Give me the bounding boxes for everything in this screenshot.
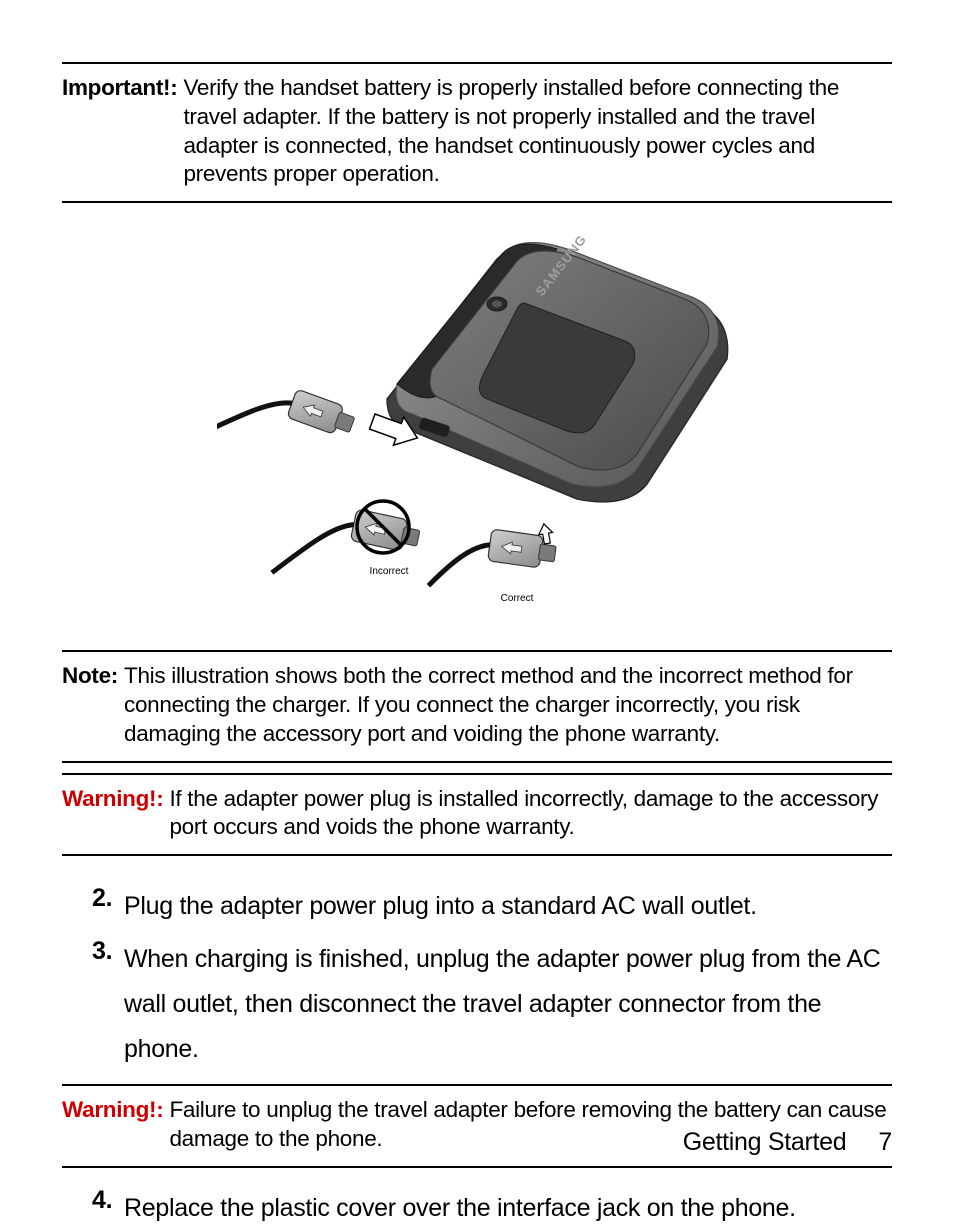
- page-footer: Getting Started 7: [683, 1128, 892, 1157]
- page-container: Important!: Verify the handset battery i…: [0, 0, 954, 1209]
- note-callout: Note: This illustration shows both the c…: [62, 650, 892, 762]
- step-text: When charging is finished, unplug the ad…: [124, 937, 892, 1072]
- important-text: Verify the handset battery is properly i…: [183, 74, 892, 189]
- plug-correct-bottom: [428, 522, 557, 603]
- footer-section: Getting Started: [683, 1128, 847, 1156]
- steps-block-2: 4. Replace the plastic cover over the in…: [62, 1186, 892, 1231]
- step-row: 3. When charging is finished, unplug the…: [62, 937, 892, 1072]
- step-row: 4. Replace the plastic cover over the in…: [62, 1186, 892, 1231]
- note-text: This illustration shows both the correct…: [124, 662, 892, 748]
- step-text: Plug the adapter power plug into a stand…: [124, 884, 892, 929]
- step-text: Replace the plastic cover over the inter…: [124, 1186, 892, 1231]
- warning-callout-1: Warning!: If the adapter power plug is i…: [62, 775, 892, 857]
- phone-body: SAMSUNG: [387, 232, 728, 502]
- note-label: Note:: [62, 662, 124, 748]
- step-row: 2. Plug the adapter power plug into a st…: [62, 884, 892, 929]
- incorrect-label: Incorrect: [370, 566, 409, 577]
- phone-charger-svg: SAMSUNG: [217, 229, 737, 619]
- warning1-label: Warning!:: [62, 785, 169, 843]
- step-number: 2.: [62, 884, 124, 929]
- important-label: Important!:: [62, 74, 183, 189]
- warning2-label: Warning!:: [62, 1096, 169, 1154]
- step-number: 4.: [62, 1186, 124, 1231]
- important-callout: Important!: Verify the handset battery i…: [62, 62, 892, 203]
- step-number: 3.: [62, 937, 124, 1072]
- charger-illustration: SAMSUNG: [62, 229, 892, 624]
- footer-page-number: 7: [878, 1128, 892, 1156]
- correct-label: Correct: [501, 593, 534, 604]
- plug-correct-top: [217, 365, 357, 477]
- steps-block-1: 2. Plug the adapter power plug into a st…: [62, 884, 892, 1072]
- warning1-text: If the adapter power plug is installed i…: [169, 785, 892, 843]
